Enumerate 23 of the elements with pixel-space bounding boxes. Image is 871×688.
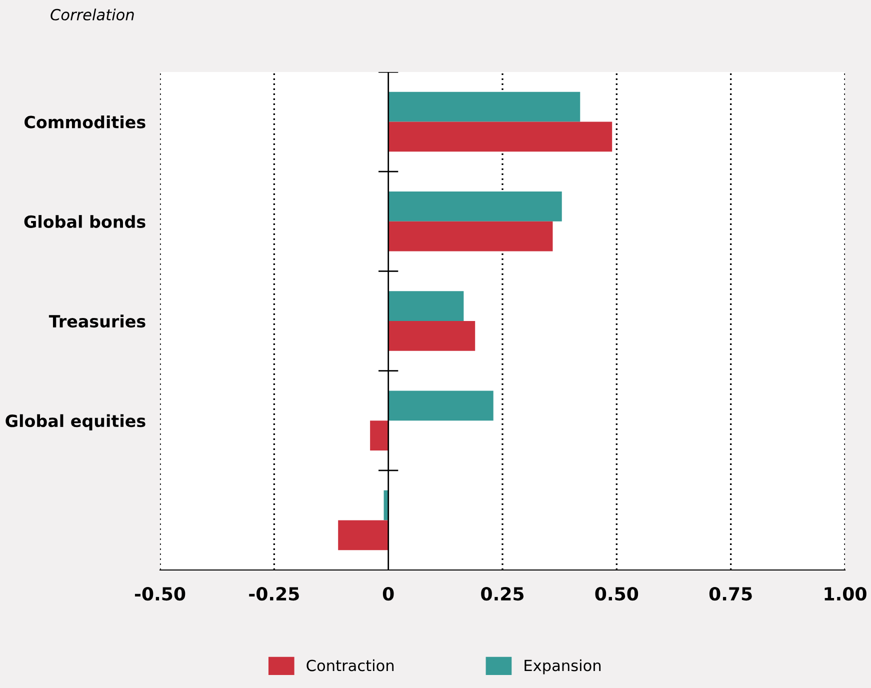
y-tick-label: Commodities: [24, 115, 146, 128]
bar: [388, 291, 464, 321]
x-tick-label: 1.00: [824, 586, 866, 601]
bar: [388, 122, 612, 152]
x-tick-label: 0: [382, 586, 394, 601]
y-tick-label: Treasuries: [48, 314, 146, 328]
bar: [388, 221, 553, 252]
bar: [388, 192, 562, 222]
x-tick-label: -0.25: [249, 586, 299, 601]
bar: [388, 92, 580, 122]
legend-label: Expansion: [524, 659, 601, 674]
bar: [388, 390, 494, 421]
x-tick-label: 0.25: [481, 586, 524, 601]
y-tick-label: Global equities: [6, 414, 146, 430]
y-tick-label: Global bonds: [24, 215, 146, 228]
x-tick-label: -0.50: [134, 586, 186, 601]
bar: [338, 520, 388, 550]
legend-label: Contraction: [306, 659, 394, 672]
x-tick-label: 0.50: [595, 586, 638, 601]
bar: [388, 321, 476, 351]
bar: [370, 420, 388, 450]
x-tick-label: 0.75: [709, 586, 752, 601]
chart-title: Correlation: [50, 8, 134, 20]
